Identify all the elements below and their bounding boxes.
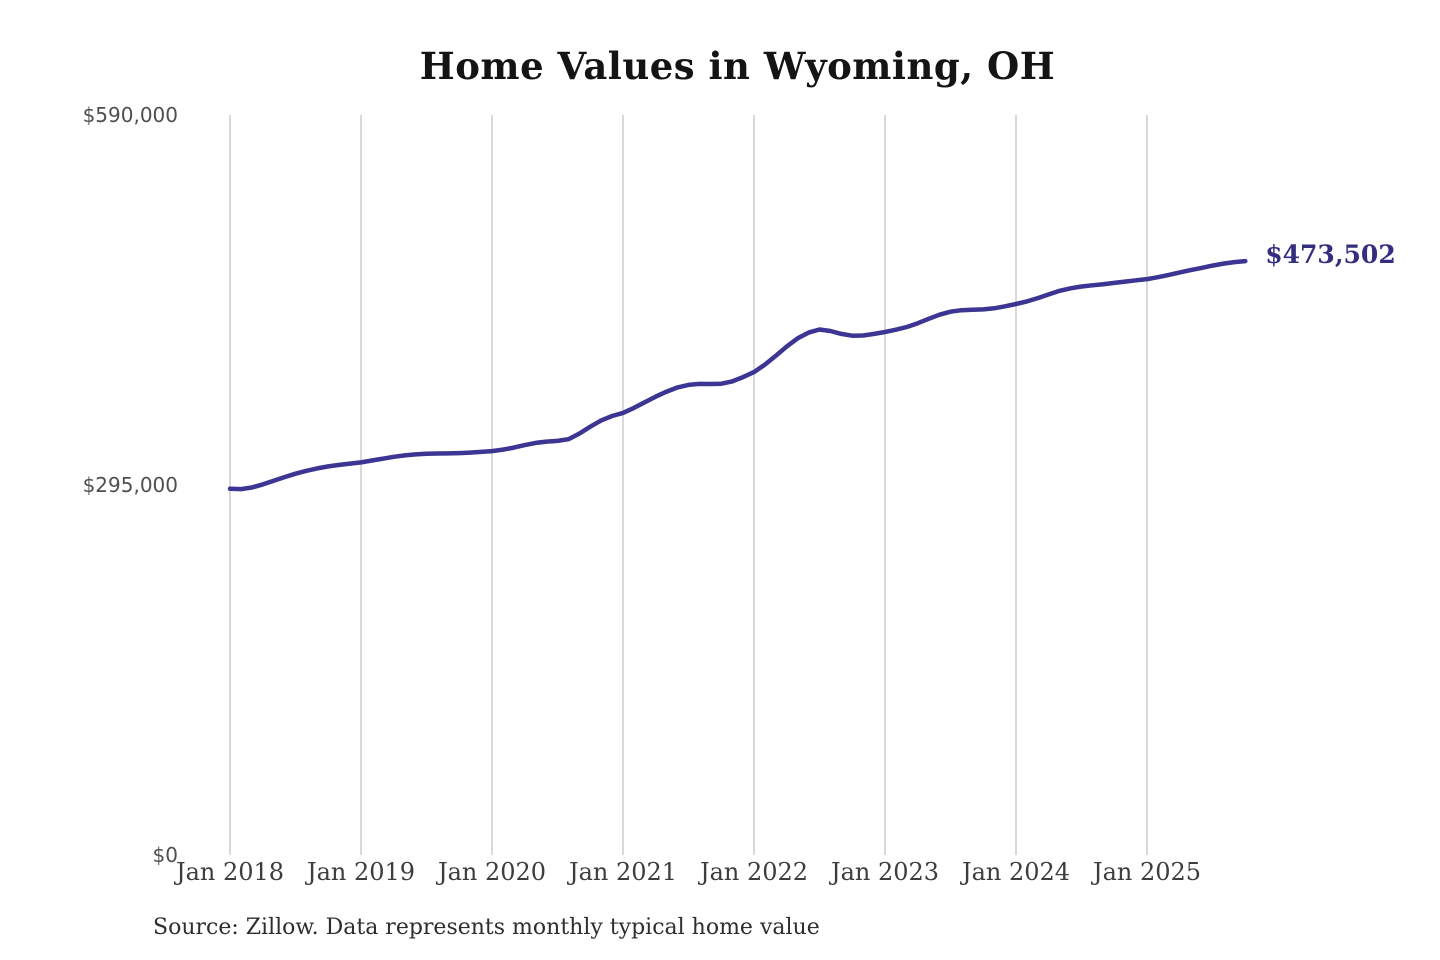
y-tick-label: $590,000 xyxy=(82,103,178,127)
x-tick-label: Jan 2022 xyxy=(699,858,809,886)
y-tick-label: $295,000 xyxy=(82,473,178,497)
x-tick-label: Jan 2020 xyxy=(437,858,547,886)
source-note: Source: Zillow. Data represents monthly … xyxy=(153,915,820,940)
x-tick-label: Jan 2018 xyxy=(175,858,285,886)
x-tick-label: Jan 2023 xyxy=(830,858,940,886)
x-tick-label: Jan 2025 xyxy=(1092,858,1202,886)
vertical-gridlines xyxy=(229,115,1148,855)
y-tick-label: $0 xyxy=(152,843,178,867)
x-tick-label: Jan 2024 xyxy=(961,858,1071,886)
chart-title: Home Values in Wyoming, OH xyxy=(419,44,1056,88)
x-tick-label: Jan 2019 xyxy=(306,858,416,886)
home-value-line xyxy=(227,258,1248,492)
latest-value-label: $473,502 xyxy=(1265,240,1396,270)
x-tick-label: Jan 2021 xyxy=(568,858,678,886)
